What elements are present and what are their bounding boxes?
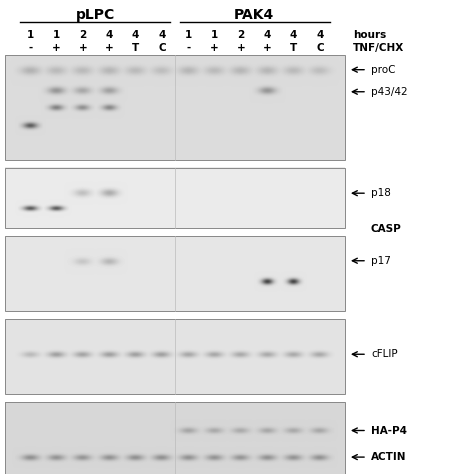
Text: 1: 1 xyxy=(211,30,218,40)
Text: proC: proC xyxy=(371,64,395,75)
Text: p43/42: p43/42 xyxy=(371,87,408,97)
Text: -: - xyxy=(28,43,32,53)
Text: C: C xyxy=(316,43,324,53)
Text: ACTIN: ACTIN xyxy=(371,452,407,462)
Text: 4: 4 xyxy=(106,30,113,40)
Text: 4: 4 xyxy=(264,30,271,40)
Text: T: T xyxy=(132,43,139,53)
Text: -: - xyxy=(186,43,190,53)
Text: 1: 1 xyxy=(184,30,192,40)
Text: 1: 1 xyxy=(53,30,60,40)
Bar xyxy=(5,236,345,311)
Text: 4: 4 xyxy=(158,30,165,40)
Text: CASP: CASP xyxy=(371,224,402,234)
Bar xyxy=(5,55,345,160)
Text: cFLIP: cFLIP xyxy=(371,349,398,359)
Text: HA-P4: HA-P4 xyxy=(371,426,407,436)
Text: 4: 4 xyxy=(316,30,324,40)
Text: 4: 4 xyxy=(290,30,297,40)
Text: pLPC: pLPC xyxy=(76,8,116,22)
Bar xyxy=(5,319,345,394)
Text: PAK4: PAK4 xyxy=(234,8,274,22)
Text: +: + xyxy=(237,43,245,53)
Text: T: T xyxy=(290,43,297,53)
Text: 1: 1 xyxy=(27,30,34,40)
Bar xyxy=(5,168,345,228)
Text: +: + xyxy=(210,43,219,53)
Text: TNF/CHX: TNF/CHX xyxy=(353,43,404,53)
Text: +: + xyxy=(79,43,87,53)
Text: +: + xyxy=(263,43,272,53)
Text: 2: 2 xyxy=(79,30,86,40)
Text: +: + xyxy=(52,43,61,53)
Text: +: + xyxy=(105,43,114,53)
Text: hours: hours xyxy=(353,30,386,40)
Bar xyxy=(5,402,345,474)
Text: p18: p18 xyxy=(371,188,391,198)
Text: 4: 4 xyxy=(132,30,139,40)
Text: 2: 2 xyxy=(237,30,245,40)
Text: p17: p17 xyxy=(371,256,391,266)
Text: C: C xyxy=(158,43,165,53)
